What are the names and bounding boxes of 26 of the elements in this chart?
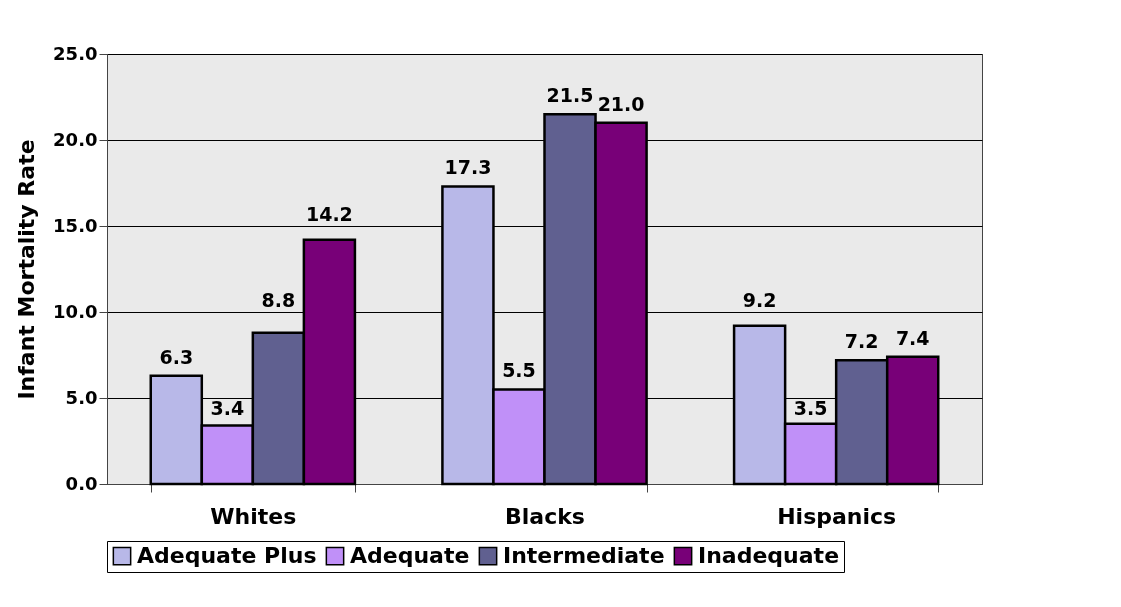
y-tick-label: 15.0 — [53, 214, 98, 236]
y-tick-label: 5.0 — [65, 386, 98, 408]
data-label: 21.5 — [546, 84, 594, 107]
y-tick-label: 0.0 — [65, 472, 98, 494]
data-label: 6.3 — [159, 345, 194, 368]
y-tick-label: 20.0 — [53, 128, 98, 150]
legend-label: Inadequate — [698, 543, 840, 569]
data-label: 21.0 — [597, 92, 645, 115]
y-tick-label: 10.0 — [53, 300, 98, 322]
data-label: 8.8 — [261, 289, 296, 312]
legend-label: Intermediate — [503, 543, 665, 569]
y-tick-label: 25.0 — [53, 42, 98, 64]
data-label: 9.2 — [742, 288, 777, 311]
y-axis-title: Infant Mortality Rate — [14, 139, 40, 400]
data-label: 7.4 — [895, 326, 930, 349]
legend-label: Adequate — [350, 543, 470, 569]
x-tick-label: Hispanics — [777, 503, 897, 529]
data-label: 7.2 — [844, 330, 879, 353]
legend-label: Adequate Plus — [137, 543, 317, 569]
data-label: 17.3 — [444, 156, 492, 179]
x-tick-label: Blacks — [505, 503, 585, 529]
data-label: 14.2 — [305, 202, 353, 225]
x-tick-label: Whites — [210, 503, 297, 529]
data-label: 3.4 — [210, 397, 245, 420]
data-label: 5.5 — [502, 359, 536, 382]
data-label: 3.5 — [793, 397, 828, 419]
